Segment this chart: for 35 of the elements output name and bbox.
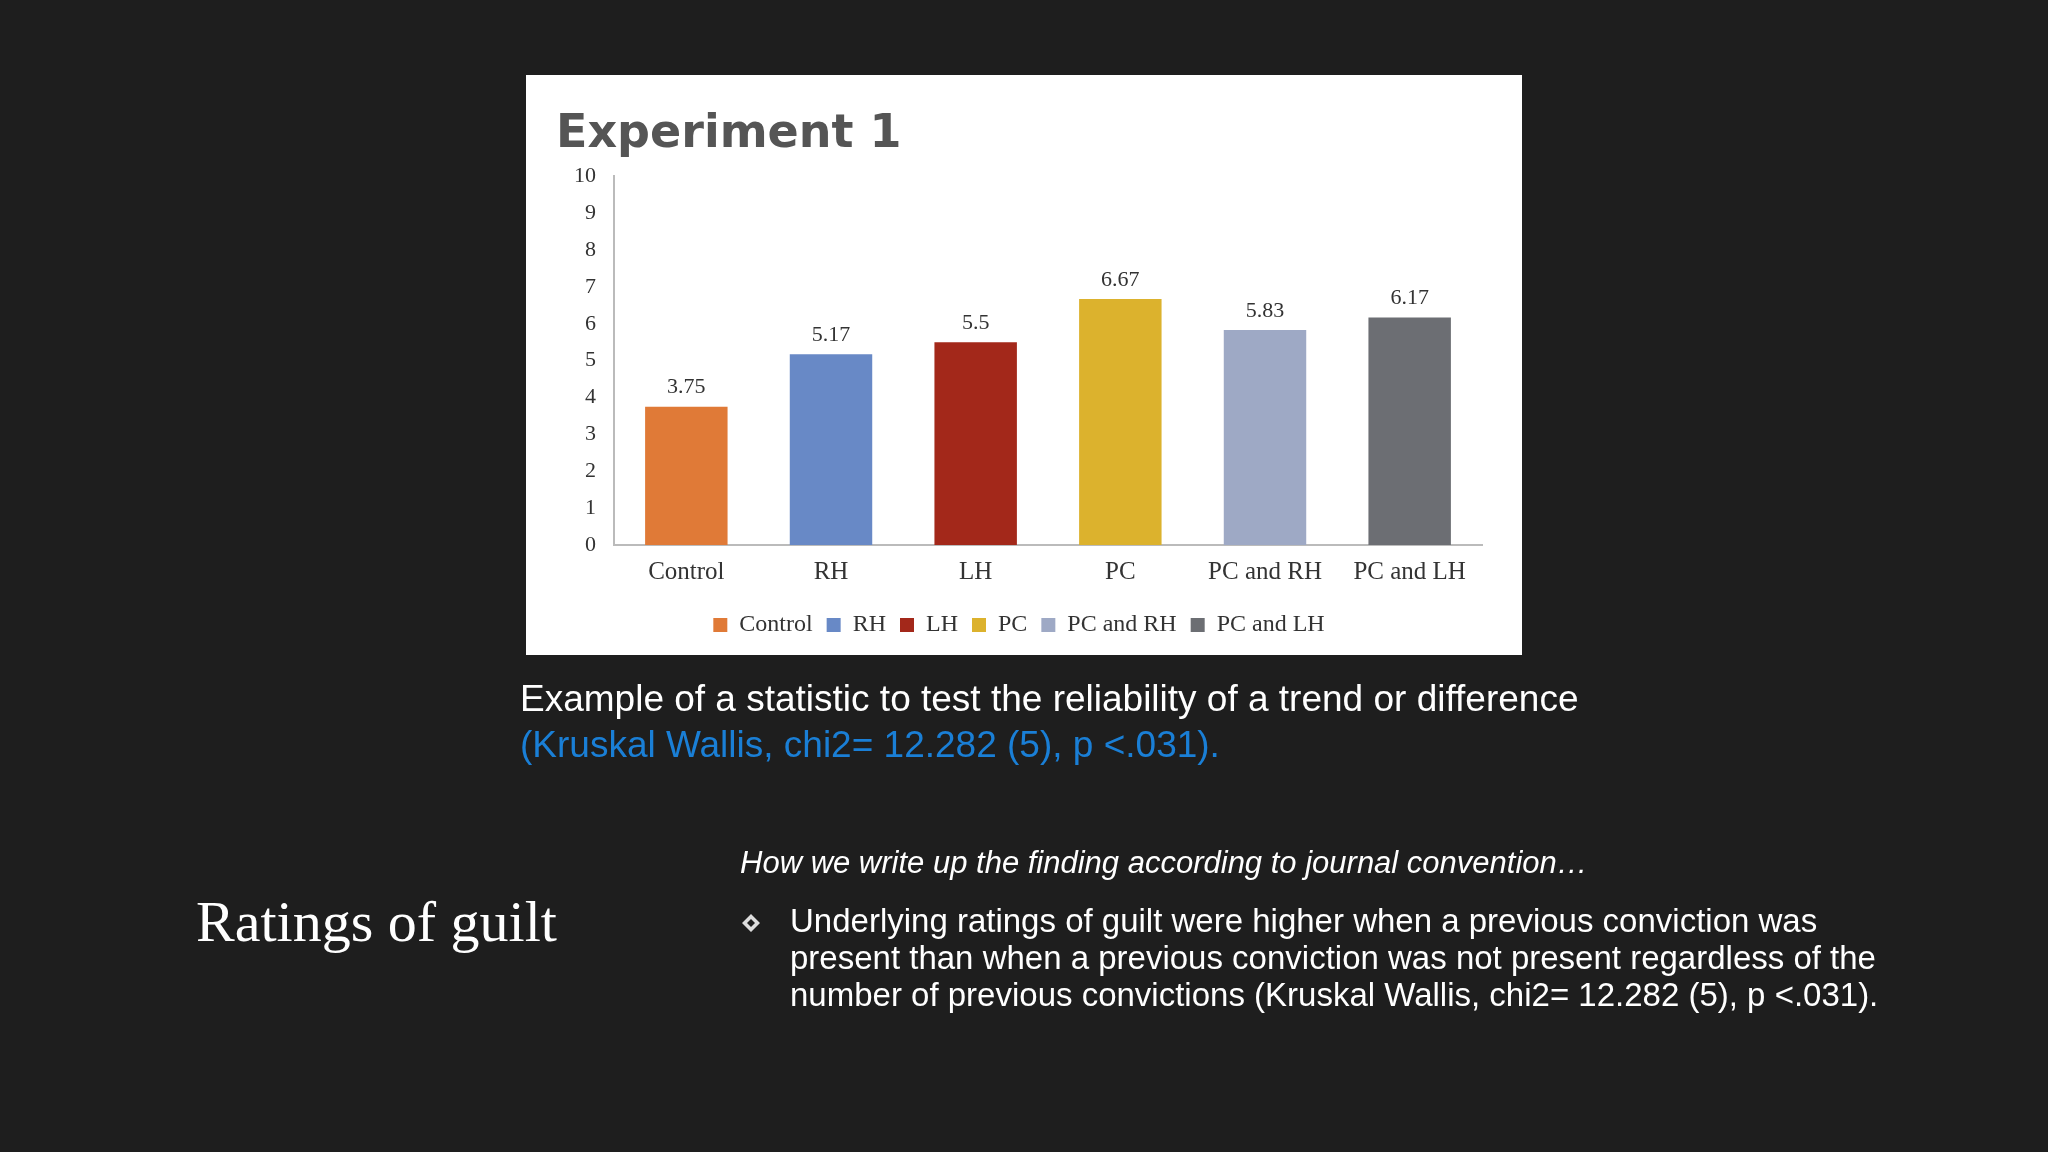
data-label: 6.17 [1390, 284, 1429, 310]
legend-label: Control [739, 610, 813, 637]
y-tick-label: 4 [585, 383, 596, 409]
data-label: 3.75 [667, 373, 706, 399]
y-tick-label: 3 [585, 420, 596, 446]
y-tick-label: 6 [585, 309, 596, 335]
data-label: 5.83 [1245, 296, 1285, 322]
x-tick-label: Control [648, 556, 725, 584]
y-tick-label: 2 [585, 457, 596, 483]
text: (Kruskal Wallis, chi2= 12.282 (5), p <.031). [520, 724, 1220, 766]
y-tick-label: 9 [585, 198, 596, 224]
legend-label: RH [852, 610, 886, 637]
y-tick-label: 10 [574, 161, 596, 187]
x-tick-label: PC [1105, 556, 1136, 584]
x-tick-label: PC and RH [1208, 556, 1322, 584]
text: Example of a statistic to test the reliability of a trend or difference [520, 678, 1579, 720]
text: Ratings of guilt [196, 888, 557, 955]
chart-title: Experiment 1 [556, 103, 902, 158]
text: Underlying ratings of guilt were higher when a previous conviction was present than when a previous conviction was not present regardless of the number of previous convictions (Kruskal Wallis, chi2= 12.282 (5), p <.031). [790, 902, 1880, 1013]
legend-label: PC and RH [1067, 610, 1177, 637]
legend-label: PC [997, 610, 1028, 637]
data-label: 6.67 [1101, 265, 1140, 291]
data-label: 5.5 [961, 308, 990, 334]
x-tick-label: PC and LH [1353, 556, 1466, 584]
legend-label: LH [925, 610, 958, 637]
y-tick-label: 1 [585, 493, 596, 519]
text: How we write up the finding according to journal convention… [740, 845, 1588, 881]
x-tick-label: LH [959, 556, 993, 584]
y-tick-label: 7 [585, 272, 596, 298]
y-tick-label: 5 [585, 346, 596, 372]
data-label: 5.17 [811, 321, 851, 347]
y-tick-label: 0 [585, 530, 596, 556]
y-tick-label: 8 [585, 235, 596, 261]
legend-label: PC and LH [1216, 610, 1325, 637]
x-tick-label: RH [813, 556, 849, 584]
